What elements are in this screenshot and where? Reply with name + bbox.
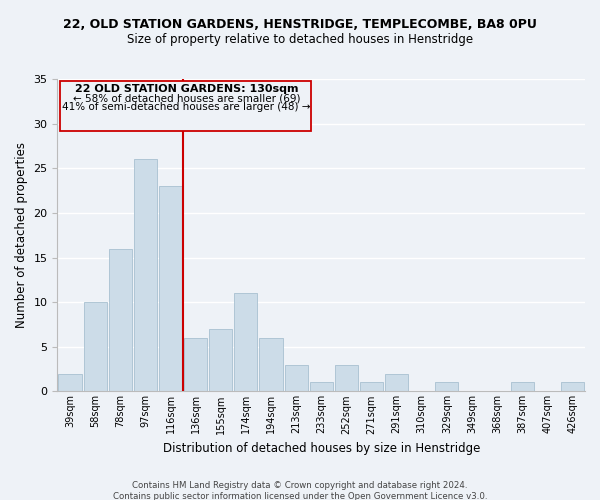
Bar	[284, 364, 308, 392]
Bar	[385, 374, 408, 392]
Bar	[134, 160, 157, 392]
Text: Contains HM Land Registry data © Crown copyright and database right 2024.: Contains HM Land Registry data © Crown c…	[132, 481, 468, 490]
Bar	[561, 382, 584, 392]
Bar	[335, 364, 358, 392]
Text: Contains public sector information licensed under the Open Government Licence v3: Contains public sector information licen…	[113, 492, 487, 500]
Bar	[259, 338, 283, 392]
X-axis label: Distribution of detached houses by size in Henstridge: Distribution of detached houses by size …	[163, 442, 480, 455]
FancyBboxPatch shape	[60, 81, 311, 130]
Bar	[58, 374, 82, 392]
Bar	[234, 293, 257, 392]
Text: 41% of semi-detached houses are larger (48) →: 41% of semi-detached houses are larger (…	[62, 102, 311, 113]
Bar	[184, 338, 207, 392]
Bar	[435, 382, 458, 392]
Text: 22 OLD STATION GARDENS: 130sqm: 22 OLD STATION GARDENS: 130sqm	[75, 84, 298, 94]
Text: ← 58% of detached houses are smaller (69): ← 58% of detached houses are smaller (69…	[73, 93, 301, 103]
Bar	[511, 382, 534, 392]
Bar	[83, 302, 107, 392]
Bar	[159, 186, 182, 392]
Bar	[310, 382, 333, 392]
Y-axis label: Number of detached properties: Number of detached properties	[15, 142, 28, 328]
Bar	[109, 248, 132, 392]
Bar	[209, 329, 232, 392]
Text: 22, OLD STATION GARDENS, HENSTRIDGE, TEMPLECOMBE, BA8 0PU: 22, OLD STATION GARDENS, HENSTRIDGE, TEM…	[63, 18, 537, 30]
Text: Size of property relative to detached houses in Henstridge: Size of property relative to detached ho…	[127, 32, 473, 46]
Bar	[360, 382, 383, 392]
